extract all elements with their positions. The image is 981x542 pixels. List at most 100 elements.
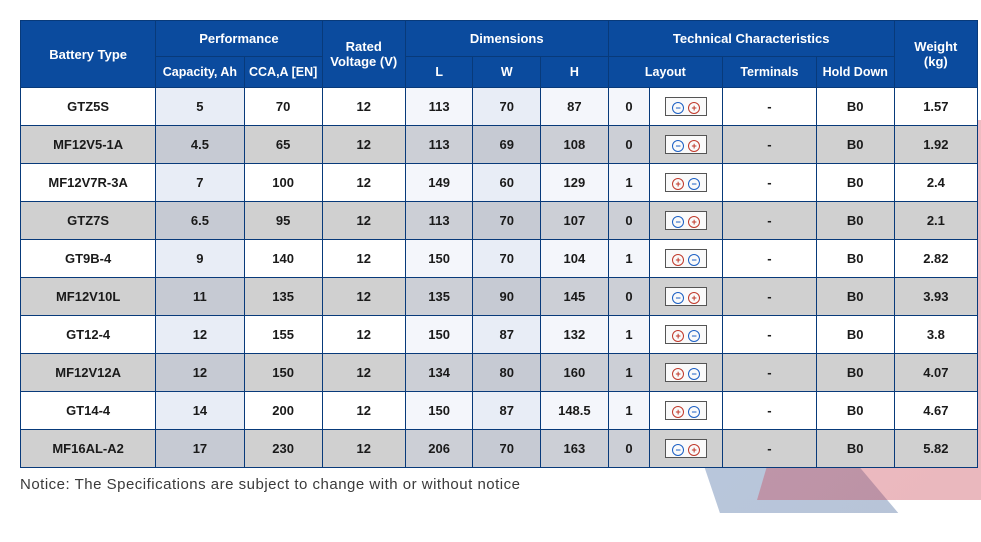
- table-body: GTZ5S5701211370870−+-B01.57MF12V5-1A4.56…: [21, 88, 978, 468]
- cell-cap: 14: [156, 392, 244, 430]
- cell-W: 80: [473, 354, 541, 392]
- col-cca: CCA,A [EN]: [244, 57, 322, 88]
- cell-H: 160: [541, 354, 609, 392]
- cell-cca: 200: [244, 392, 322, 430]
- cell-hold: B0: [816, 278, 894, 316]
- cell-type: GT14-4: [21, 392, 156, 430]
- cell-layout: +−: [650, 392, 723, 430]
- plus-terminal-icon: +: [688, 102, 700, 114]
- cell-cap: 4.5: [156, 126, 244, 164]
- cell-hold: B0: [816, 164, 894, 202]
- cell-hold: B0: [816, 126, 894, 164]
- minus-terminal-icon: −: [672, 292, 684, 304]
- cell-wt: 4.67: [894, 392, 977, 430]
- cell-wt: 2.4: [894, 164, 977, 202]
- plus-terminal-icon: +: [688, 444, 700, 456]
- plus-terminal-icon: +: [672, 330, 684, 342]
- cell-hold: B0: [816, 88, 894, 126]
- cell-H: 104: [541, 240, 609, 278]
- cell-H: 107: [541, 202, 609, 240]
- cell-layout: −+: [650, 88, 723, 126]
- cell-lnum: 1: [608, 240, 650, 278]
- minus-terminal-icon: −: [688, 368, 700, 380]
- cell-L: 150: [405, 240, 473, 278]
- cell-v: 12: [322, 316, 405, 354]
- cell-cap: 12: [156, 316, 244, 354]
- cell-cap: 5: [156, 88, 244, 126]
- cell-cca: 140: [244, 240, 322, 278]
- cell-hold: B0: [816, 202, 894, 240]
- minus-terminal-icon: −: [672, 216, 684, 228]
- col-W: W: [473, 57, 541, 88]
- table-row: GT14-4142001215087148.51+−-B04.67: [21, 392, 978, 430]
- col-L: L: [405, 57, 473, 88]
- cell-layout: +−: [650, 164, 723, 202]
- cell-v: 12: [322, 430, 405, 468]
- cell-L: 150: [405, 392, 473, 430]
- plus-terminal-icon: +: [688, 216, 700, 228]
- plus-terminal-icon: +: [688, 140, 700, 152]
- minus-terminal-icon: −: [688, 330, 700, 342]
- cell-type: MF16AL-A2: [21, 430, 156, 468]
- cell-H: 163: [541, 430, 609, 468]
- minus-terminal-icon: −: [672, 102, 684, 114]
- table-row: MF12V7R-3A710012149601291+−-B02.4: [21, 164, 978, 202]
- battery-spec-table-wrap: Battery Type Performance Rated Voltage (…: [20, 20, 961, 468]
- cell-type: MF12V5-1A: [21, 126, 156, 164]
- cell-W: 87: [473, 316, 541, 354]
- cell-layout: +−: [650, 240, 723, 278]
- plus-terminal-icon: +: [688, 292, 700, 304]
- col-performance: Performance: [156, 21, 322, 57]
- cell-lnum: 1: [608, 316, 650, 354]
- cell-cap: 12: [156, 354, 244, 392]
- cell-cca: 155: [244, 316, 322, 354]
- cell-W: 69: [473, 126, 541, 164]
- cell-layout: +−: [650, 316, 723, 354]
- minus-terminal-icon: −: [688, 406, 700, 418]
- cell-layout: −+: [650, 202, 723, 240]
- plus-terminal-icon: +: [672, 254, 684, 266]
- table-header: Battery Type Performance Rated Voltage (…: [21, 21, 978, 88]
- cell-cca: 150: [244, 354, 322, 392]
- cell-cca: 230: [244, 430, 322, 468]
- cell-type: MF12V12A: [21, 354, 156, 392]
- cell-wt: 3.8: [894, 316, 977, 354]
- col-tech: Technical Characteristics: [608, 21, 894, 57]
- table-row: GT12-41215512150871321+−-B03.8: [21, 316, 978, 354]
- cell-wt: 5.82: [894, 430, 977, 468]
- cell-W: 90: [473, 278, 541, 316]
- cell-cap: 7: [156, 164, 244, 202]
- cell-lnum: 0: [608, 430, 650, 468]
- table-row: GTZ5S5701211370870−+-B01.57: [21, 88, 978, 126]
- cell-lnum: 0: [608, 88, 650, 126]
- cell-v: 12: [322, 88, 405, 126]
- cell-cap: 11: [156, 278, 244, 316]
- cell-cap: 9: [156, 240, 244, 278]
- cell-term: -: [723, 316, 817, 354]
- cell-layout: −+: [650, 126, 723, 164]
- cell-term: -: [723, 430, 817, 468]
- cell-cap: 17: [156, 430, 244, 468]
- cell-H: 145: [541, 278, 609, 316]
- cell-term: -: [723, 278, 817, 316]
- cell-v: 12: [322, 202, 405, 240]
- cell-cap: 6.5: [156, 202, 244, 240]
- col-terminals: Terminals: [723, 57, 817, 88]
- cell-H: 129: [541, 164, 609, 202]
- cell-H: 87: [541, 88, 609, 126]
- plus-terminal-icon: +: [672, 368, 684, 380]
- minus-terminal-icon: −: [672, 444, 684, 456]
- table-row: MF12V12A1215012134801601+−-B04.07: [21, 354, 978, 392]
- col-voltage: Rated Voltage (V): [322, 21, 405, 88]
- cell-lnum: 0: [608, 278, 650, 316]
- cell-term: -: [723, 88, 817, 126]
- cell-L: 135: [405, 278, 473, 316]
- cell-type: GTZ5S: [21, 88, 156, 126]
- cell-lnum: 1: [608, 354, 650, 392]
- cell-term: -: [723, 126, 817, 164]
- cell-term: -: [723, 354, 817, 392]
- col-dimensions: Dimensions: [405, 21, 608, 57]
- col-H: H: [541, 57, 609, 88]
- col-layout: Layout: [608, 57, 722, 88]
- cell-cca: 135: [244, 278, 322, 316]
